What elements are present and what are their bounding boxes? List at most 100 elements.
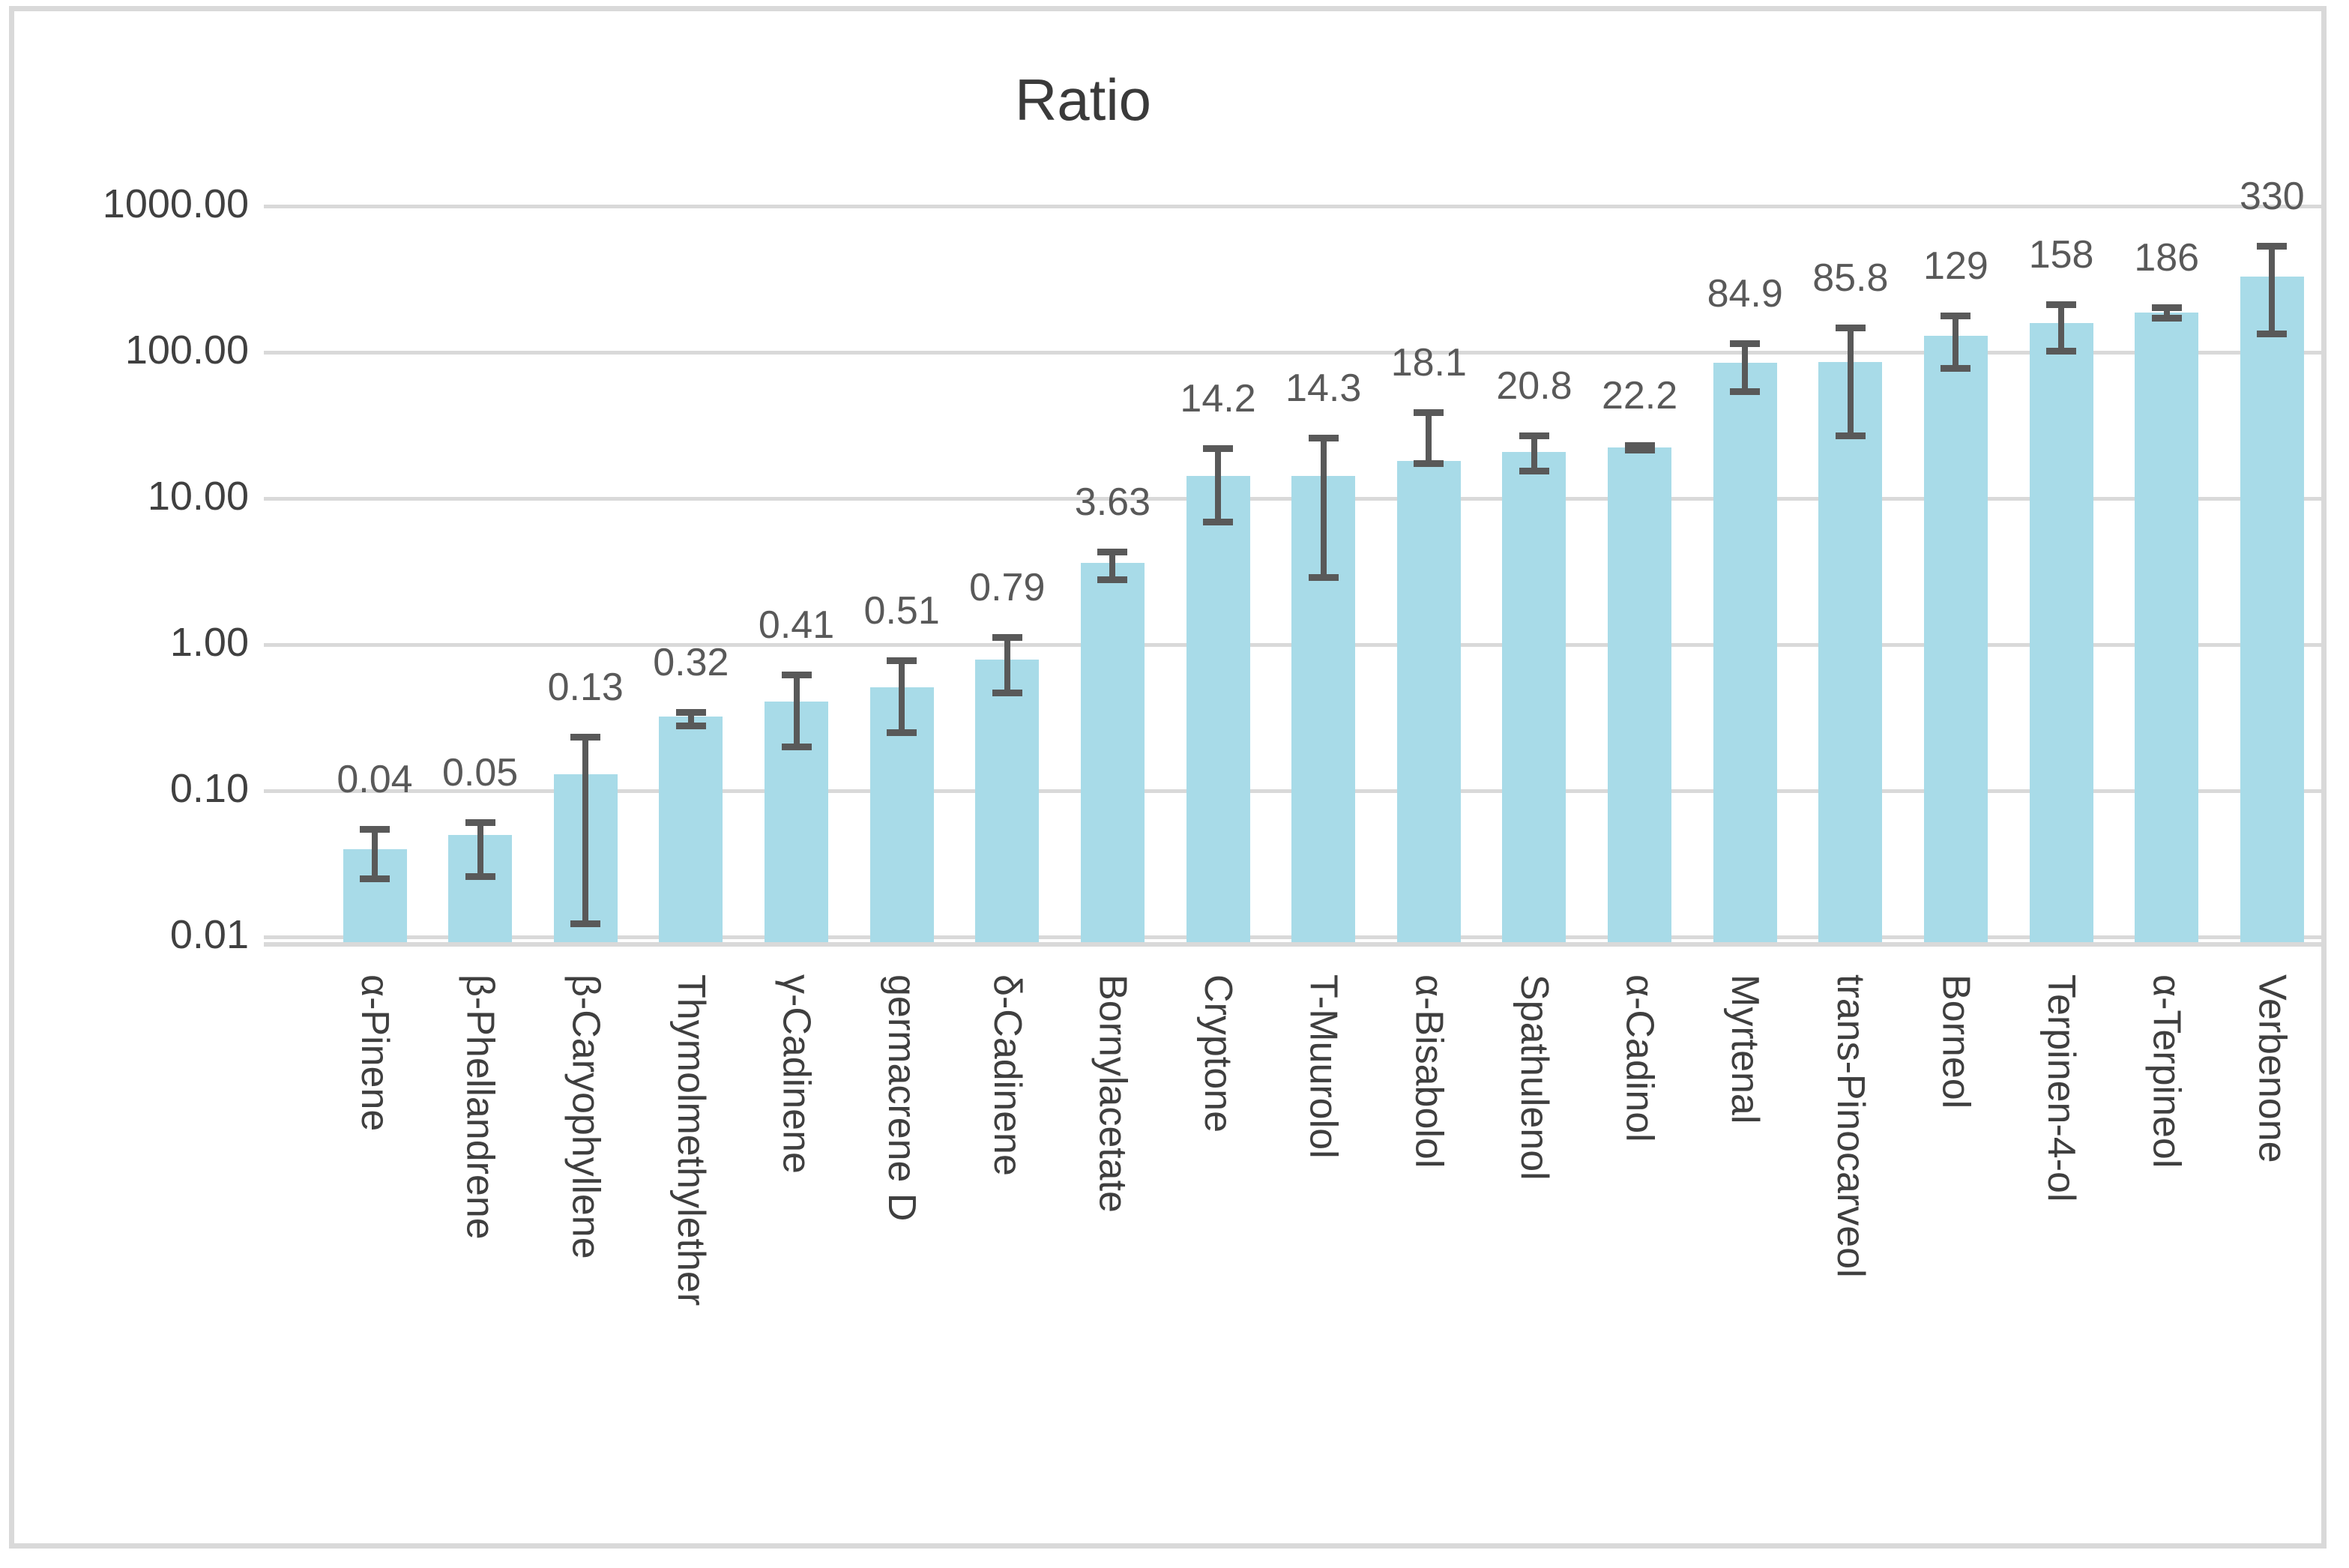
data-label: 84.9 xyxy=(1707,272,1783,316)
error-bar-cap-bottom xyxy=(1519,467,1549,474)
error-bar-cap-top xyxy=(887,657,917,665)
error-bar-line xyxy=(1531,435,1537,471)
category-label: Spathulenol xyxy=(1512,974,1556,1180)
error-bar-cap-top xyxy=(1941,313,1971,320)
bar xyxy=(1923,336,1988,942)
data-label: 0.32 xyxy=(653,641,729,685)
chart-title: Ratio xyxy=(1014,67,1152,133)
category-label: β-Phellandrene xyxy=(458,974,502,1240)
error-bar-line xyxy=(793,675,800,747)
data-label: 3.63 xyxy=(1074,480,1151,525)
error-bar-cap-top xyxy=(1414,408,1444,416)
category-label: Myrtenal xyxy=(1723,974,1767,1124)
data-label: 0.51 xyxy=(863,589,940,633)
error-bar-cap-top xyxy=(360,825,390,833)
bar xyxy=(2029,323,2093,942)
error-bar-line xyxy=(1109,552,1116,579)
error-bar-cap-top xyxy=(1624,442,1655,450)
error-bar-cap-bottom xyxy=(887,729,917,737)
category-label: α-Cadinol xyxy=(1617,974,1662,1142)
bar xyxy=(975,659,1040,942)
bar xyxy=(659,717,723,942)
error-bar-cap-top xyxy=(2257,242,2288,250)
error-bar-line xyxy=(1742,343,1749,392)
error-bar-line xyxy=(1426,411,1432,463)
data-label: 14.3 xyxy=(1285,367,1362,411)
error-bar-cap-top xyxy=(465,818,495,826)
data-label: 0.79 xyxy=(969,565,1046,609)
bar xyxy=(1080,562,1145,942)
error-bar-cap-bottom xyxy=(360,875,390,883)
error-bar-cap-top xyxy=(992,633,1022,641)
error-bar-cap-bottom xyxy=(1835,432,1866,439)
error-bar-cap-bottom xyxy=(1097,576,1128,583)
error-bar-cap-bottom xyxy=(781,744,812,751)
error-bar-cap-bottom xyxy=(1624,447,1655,454)
error-bar-cap-bottom xyxy=(2257,331,2288,338)
data-label: 18.1 xyxy=(1390,340,1467,385)
error-bar-cap-bottom xyxy=(992,689,1022,696)
error-bar-cap-bottom xyxy=(570,920,601,927)
data-label: 14.2 xyxy=(1180,377,1256,421)
bar xyxy=(1608,447,1672,942)
bar xyxy=(1396,460,1461,942)
error-bar-cap-bottom xyxy=(1414,459,1444,467)
error-bar-cap-top xyxy=(2151,304,2182,312)
error-bar-cap-top xyxy=(1519,432,1549,439)
y-axis-tick-label: 1.00 xyxy=(169,620,249,665)
y-axis-tick-label: 100.00 xyxy=(124,328,249,373)
bar xyxy=(1713,362,1777,942)
y-axis-tick-label: 10.00 xyxy=(147,474,249,519)
error-bar-line xyxy=(1320,438,1327,577)
bar xyxy=(1502,451,1566,942)
error-bar-cap-bottom xyxy=(1941,365,1971,373)
error-bar-line xyxy=(372,828,378,879)
category-label: T-Muurolol xyxy=(1301,974,1345,1159)
error-bar-line xyxy=(1004,636,1010,693)
data-label: 0.04 xyxy=(337,757,413,801)
data-label: 20.8 xyxy=(1496,364,1572,408)
data-label: 129 xyxy=(1923,244,1988,289)
category-label: Thymolmethylether xyxy=(669,974,713,1306)
bar xyxy=(1186,476,1250,942)
category-label: Cryptone xyxy=(1196,974,1240,1133)
error-bar-line xyxy=(2269,245,2276,334)
category-label: Borneol xyxy=(1934,974,1978,1109)
error-bar-cap-top xyxy=(675,709,706,717)
error-bar-line xyxy=(1953,316,1959,369)
y-gridline xyxy=(264,351,2321,355)
error-bar-cap-top xyxy=(570,733,601,741)
category-label: β-Caryophyllene xyxy=(564,974,608,1259)
error-bar-line xyxy=(1215,448,1222,522)
y-gridline xyxy=(264,205,2321,208)
category-label: α-Pinene xyxy=(353,974,396,1132)
error-bar-cap-top xyxy=(781,672,812,679)
error-bar-cap-bottom xyxy=(465,873,495,881)
error-bar-cap-bottom xyxy=(1203,519,1234,526)
error-bar-line xyxy=(899,660,905,733)
bar xyxy=(2135,313,2199,942)
data-label: 186 xyxy=(2134,236,2200,280)
error-bar-cap-bottom xyxy=(1308,573,1339,581)
category-label: α-Bisabolol xyxy=(1407,974,1451,1169)
category-label: Terpinen-4-ol xyxy=(2039,974,2084,1202)
error-bar-line xyxy=(687,712,694,726)
data-label: 330 xyxy=(2239,174,2305,218)
bar xyxy=(2240,276,2304,942)
category-label: γ-Cadinene xyxy=(774,974,818,1174)
data-label: 0.13 xyxy=(547,665,624,709)
bar xyxy=(1818,361,1883,942)
y-axis-tick-label: 1000.00 xyxy=(102,181,249,226)
y-axis-tick-label: 0.01 xyxy=(169,912,249,957)
data-label: 0.41 xyxy=(758,603,835,648)
error-bar-cap-top xyxy=(1835,325,1866,332)
category-label: trans-Pinocarveol xyxy=(1828,974,1872,1278)
category-label: Verbenone xyxy=(2250,974,2294,1163)
error-bar-cap-bottom xyxy=(675,722,706,729)
error-bar-cap-bottom xyxy=(2046,348,2077,355)
error-bar-line xyxy=(2058,304,2065,352)
error-bar-cap-top xyxy=(1308,435,1339,442)
error-bar-cap-top xyxy=(1097,549,1128,556)
error-bar-cap-bottom xyxy=(1730,388,1761,396)
error-bar-cap-top xyxy=(2046,301,2077,308)
